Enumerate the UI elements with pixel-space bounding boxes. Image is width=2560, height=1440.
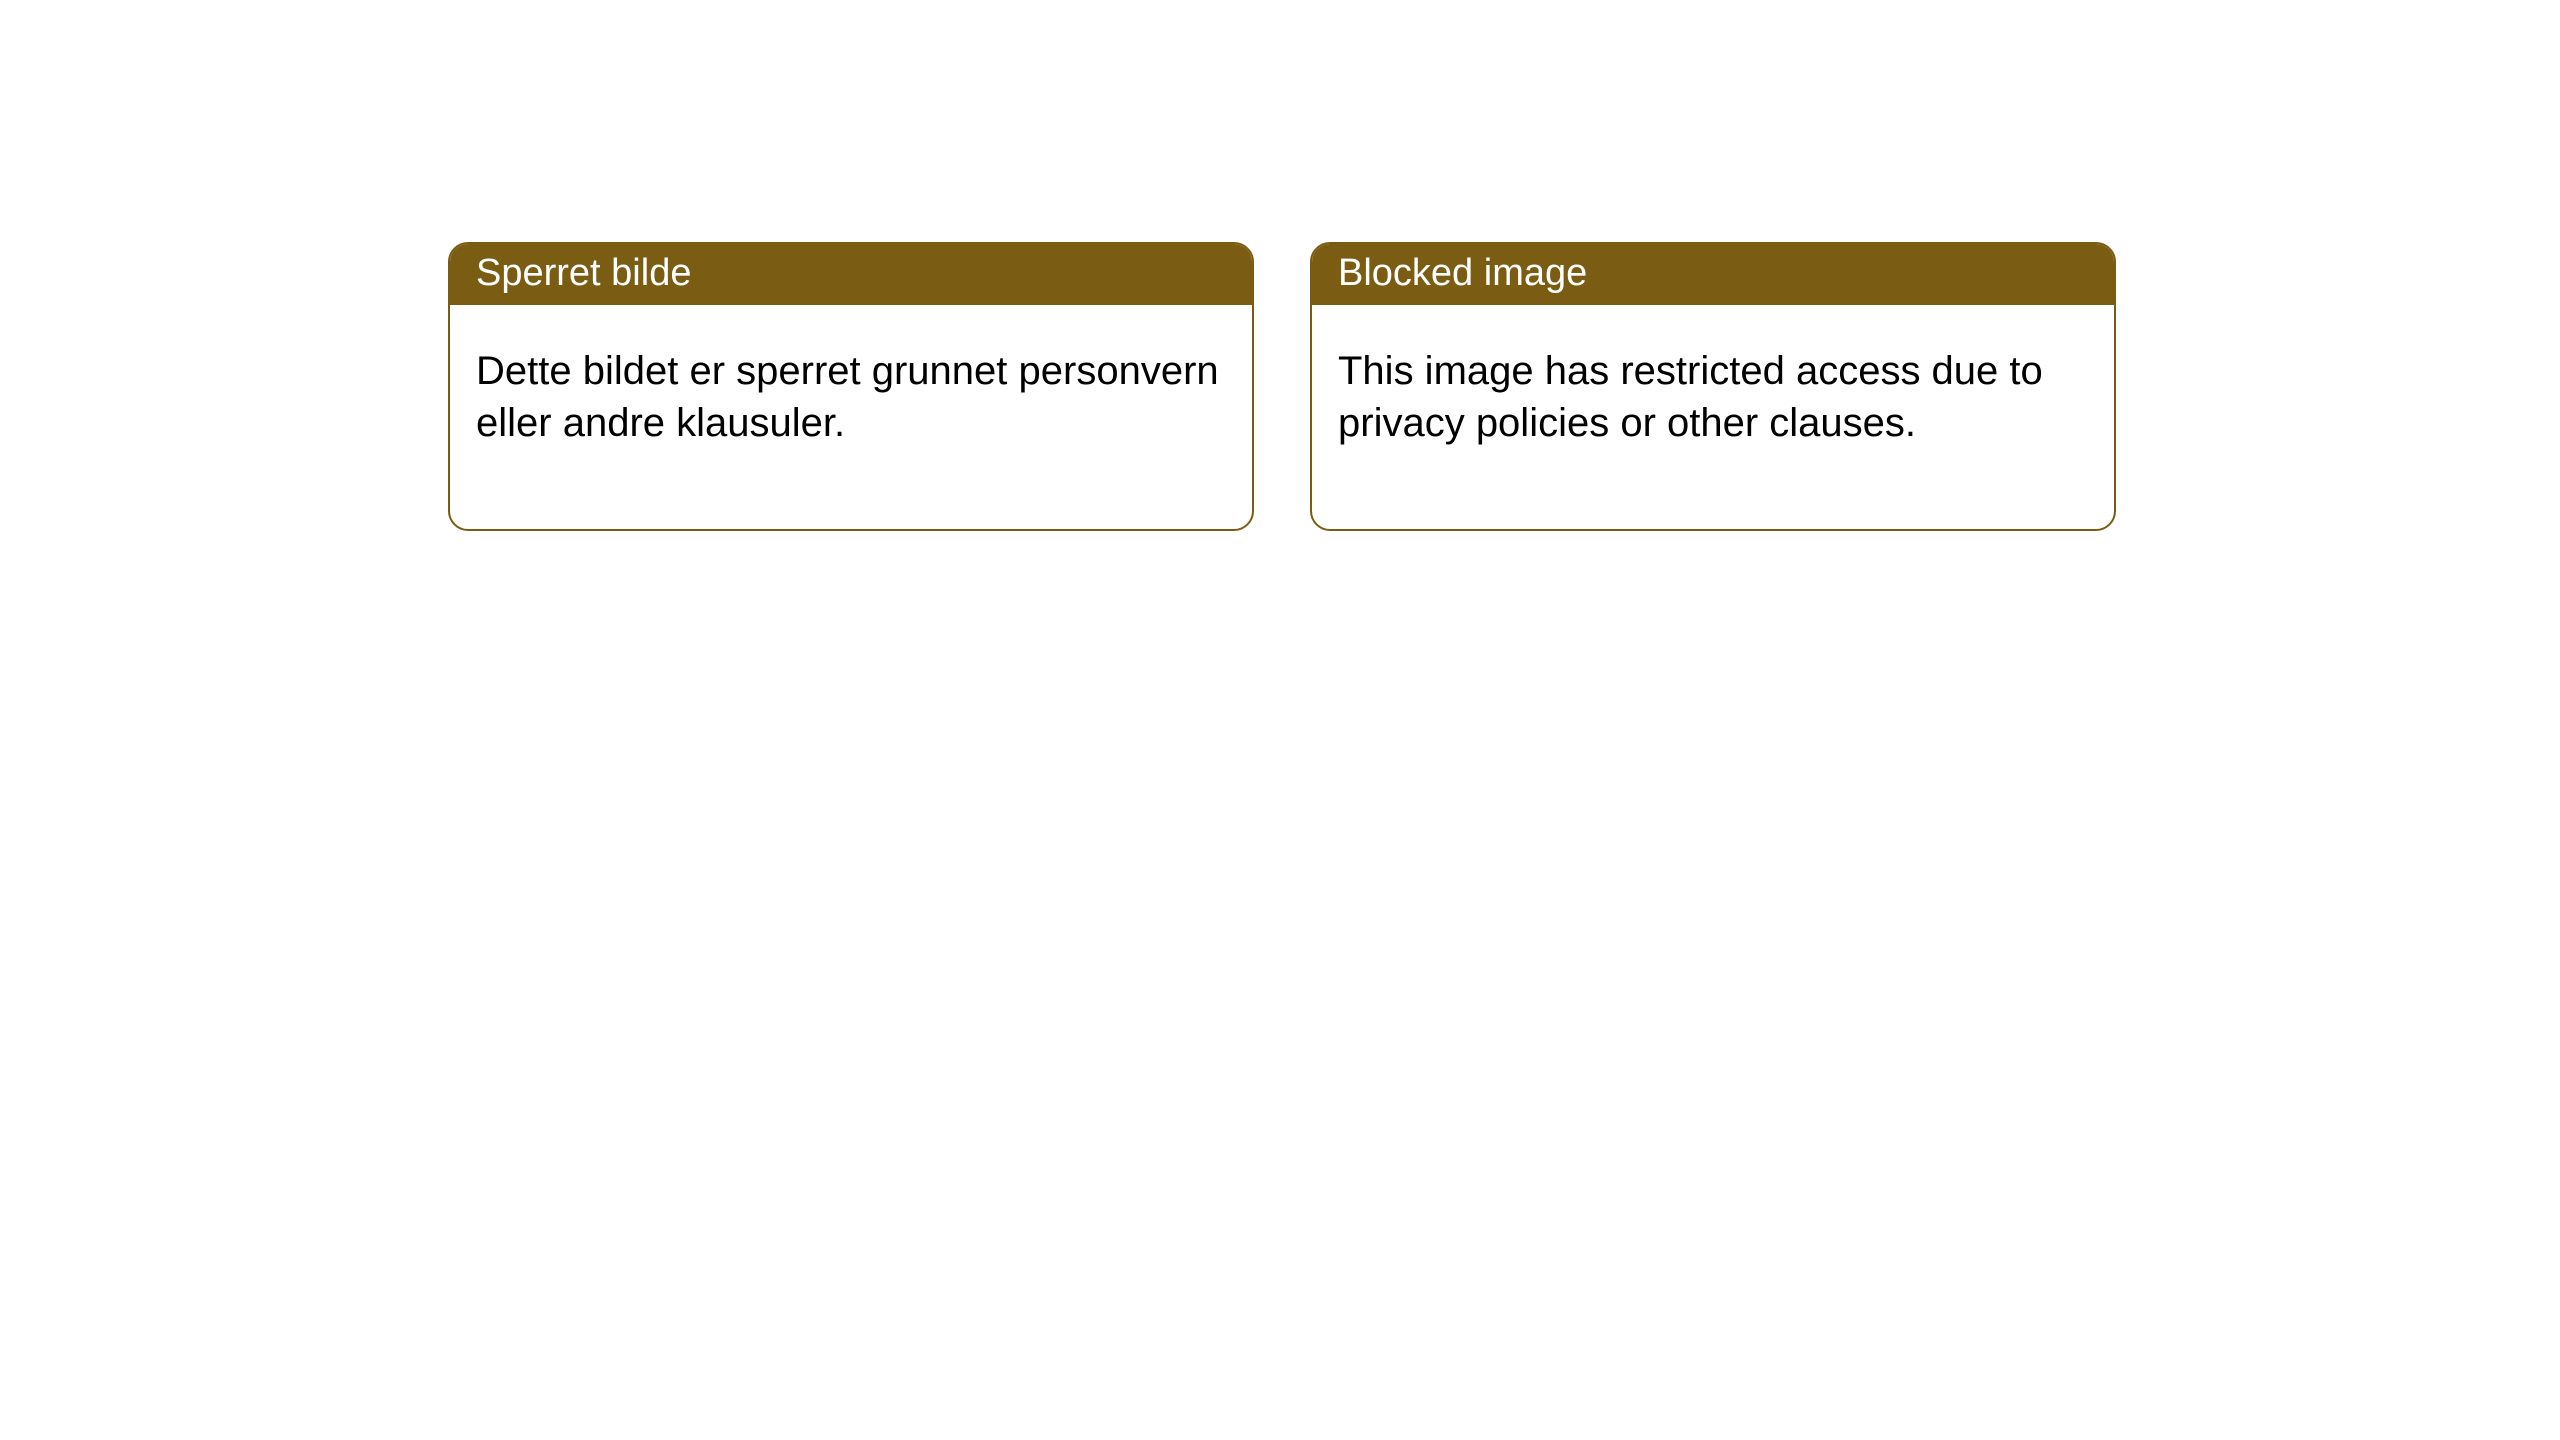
notice-body: Dette bildet er sperret grunnet personve… xyxy=(450,305,1252,529)
notice-header: Sperret bilde xyxy=(450,244,1252,305)
notice-box-english: Blocked image This image has restricted … xyxy=(1310,242,2116,531)
notice-body: This image has restricted access due to … xyxy=(1312,305,2114,529)
notice-box-norwegian: Sperret bilde Dette bildet er sperret gr… xyxy=(448,242,1254,531)
notices-container: Sperret bilde Dette bildet er sperret gr… xyxy=(448,242,2116,531)
notice-header: Blocked image xyxy=(1312,244,2114,305)
